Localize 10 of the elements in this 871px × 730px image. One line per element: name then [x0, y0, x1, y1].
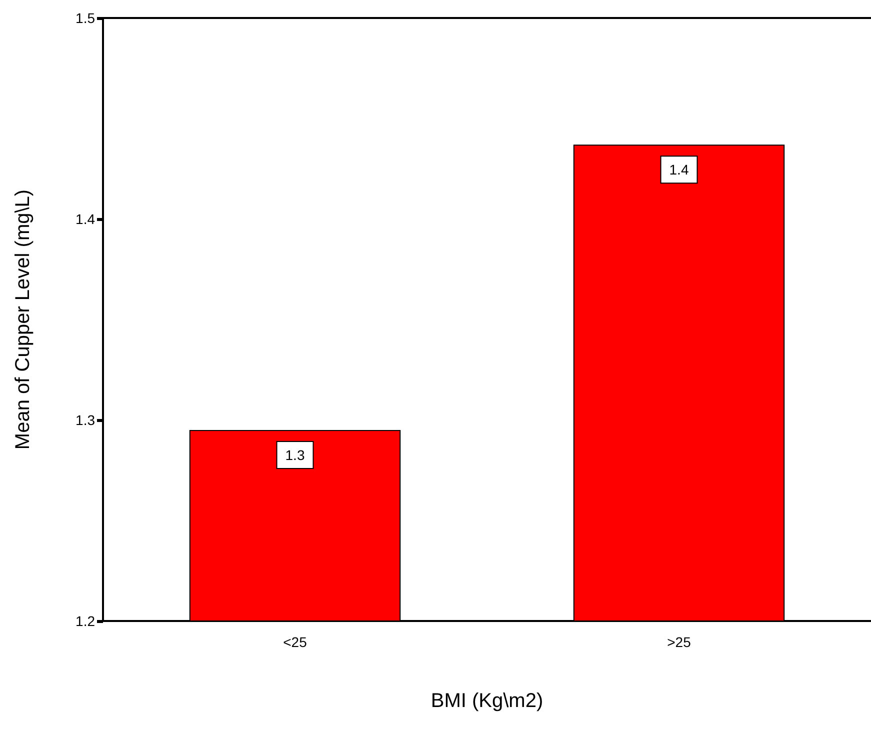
y-tick-label: 1.3: [76, 412, 96, 428]
data-label: 1.4: [669, 162, 689, 178]
y-tick-label: 1.4: [76, 211, 96, 227]
x-axis-title: BMI (Kg\m2): [430, 690, 544, 712]
x-tick-label: <25: [283, 634, 308, 650]
y-axis-title: Mean of Cupper Level (mg\L): [12, 189, 34, 450]
y-tick-label: 1.5: [76, 10, 96, 26]
y-tick-label: 1.2: [76, 613, 96, 629]
x-tick-label: >25: [667, 634, 692, 650]
data-label: 1.3: [285, 447, 305, 464]
